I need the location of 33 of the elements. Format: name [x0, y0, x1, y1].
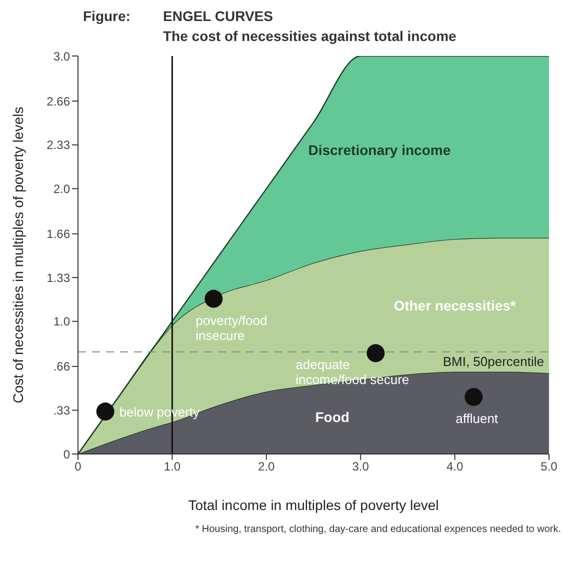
x-tick-label: 5.0: [540, 460, 558, 474]
y-axis-title: Cost of necessities in multiples of poverty levels: [10, 106, 26, 404]
y-tick-label: .66: [53, 360, 70, 374]
y-tick-label: 3.0: [53, 49, 70, 64]
y-tick-label: .33: [53, 403, 70, 418]
series-label: Other necessities*: [394, 297, 516, 314]
y-tick-label: 0: [63, 447, 70, 462]
text: * Housing, transport, clothing, day-care and educational expences needed to work.: [194, 524, 561, 535]
x-tick-label: 2.0: [258, 460, 276, 474]
annotation: poverty/food insecure: [196, 312, 268, 343]
point: [96, 402, 114, 421]
x-tick-label: 0: [74, 460, 82, 474]
x-axis-title: Total income in multiples of poverty level: [188, 497, 439, 513]
y-tick-label: 1.33: [46, 270, 70, 285]
x-tick-label: 4.0: [446, 460, 464, 474]
x-tick-label: 1.0: [164, 460, 181, 474]
series-label: Discretionary income: [308, 142, 451, 158]
series-label: Food: [315, 408, 350, 425]
point: [366, 344, 385, 362]
chart-subtitle: The cost of necessities against total income: [163, 28, 456, 44]
point: [204, 290, 223, 308]
y-tick-label: 1.66: [46, 227, 70, 242]
y-tick-label: 2.33: [46, 138, 70, 152]
annotation: affluent: [456, 410, 498, 426]
x-tick-label: 3.0: [352, 460, 370, 474]
text: Figure:: [83, 8, 132, 26]
y-tick-label: 2.66: [46, 94, 70, 108]
chart-title: ENGEL CURVES: [163, 8, 274, 24]
point: [464, 388, 483, 406]
ref-line-label: BMI, 50percentile: [442, 354, 544, 370]
annotation: adequate income/food secure: [296, 357, 410, 388]
y-tick-label: 1.0: [53, 314, 70, 329]
y-tick-label: 2.0: [53, 182, 70, 196]
